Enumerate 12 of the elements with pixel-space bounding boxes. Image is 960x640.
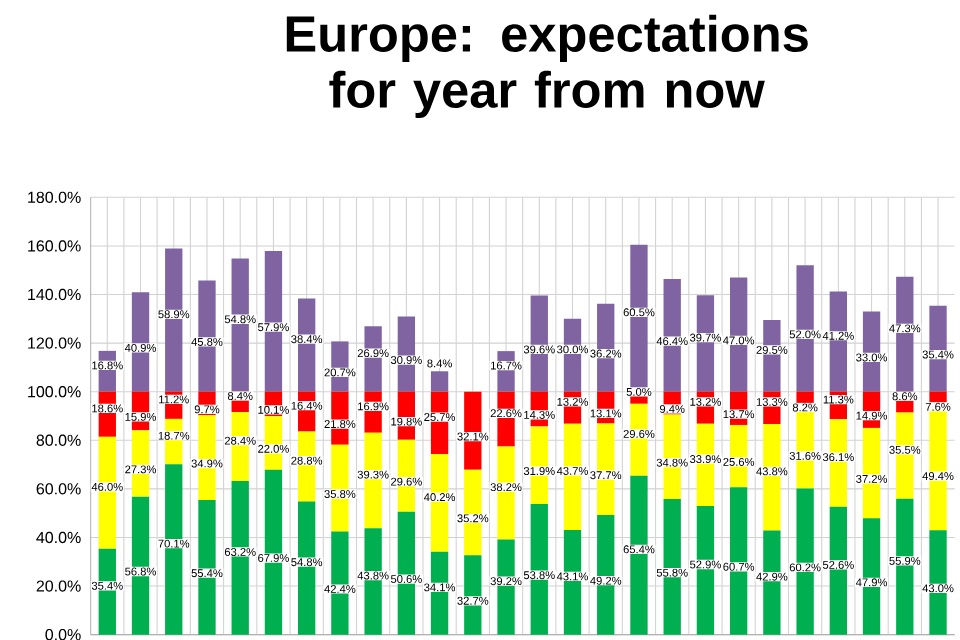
y-tick-label: 120.0% <box>28 337 81 349</box>
y-tick-label: 180.0% <box>28 191 81 203</box>
bar <box>430 371 449 392</box>
y-tick-label: 20.0% <box>36 580 81 592</box>
y-tick-label: 60.0% <box>36 483 81 495</box>
y-tick-label: 140.0% <box>28 288 81 301</box>
y-tick-label: 0.0% <box>45 628 81 640</box>
y-tick-label: 100.0% <box>28 386 81 398</box>
y-tick-label: 160.0% <box>28 240 81 252</box>
y-tick-label: 80.0% <box>36 434 81 446</box>
y-tick-label: 40.0% <box>36 531 81 544</box>
chart-title: Europe: expectations for year from now <box>286 14 808 118</box>
